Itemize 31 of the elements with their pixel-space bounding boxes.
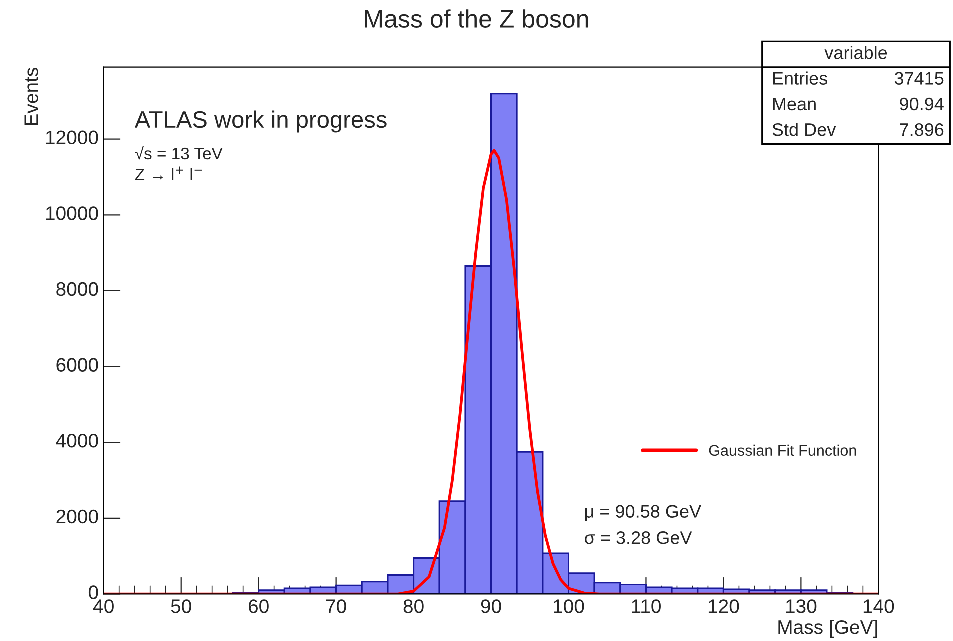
chart-title: Mass of the Z boson xyxy=(365,10,588,28)
x-tick-label: 50 xyxy=(171,600,192,614)
y-tick-label: 2000 xyxy=(56,510,98,524)
annotation: ATLAS work in progress xyxy=(134,110,387,133)
x-tick-label: 40 xyxy=(94,600,114,614)
y-tick-label: 12000 xyxy=(46,130,98,145)
x-axis-title: Mass [GeV] xyxy=(778,620,878,638)
y-axis-title: Events xyxy=(24,68,38,126)
annotation: √s = 13 TeV xyxy=(135,146,223,160)
y-tick-label: 0 xyxy=(88,586,98,600)
text: Mean 90.94 xyxy=(773,98,944,111)
y-tick-label: 4000 xyxy=(56,434,98,448)
y-tick-label: 8000 xyxy=(56,282,98,296)
x-tick-label: 140 xyxy=(864,600,894,614)
x-tick-label: 110 xyxy=(632,600,661,614)
annotation: σ = 3.28 GeV xyxy=(585,532,692,544)
annotation: Z → l$^{+}$ l$^{−}$ xyxy=(135,166,202,180)
annotation: μ = 90.58 GeV xyxy=(585,505,702,522)
x-tick-label: 90 xyxy=(481,600,502,614)
y-tick-label: 10000 xyxy=(46,206,98,220)
x-tick-label: 130 xyxy=(786,600,817,614)
x-tick-label: 60 xyxy=(249,600,269,614)
y-tick-label: 6000 xyxy=(56,358,98,372)
legend-label: Gaussian Fit Function xyxy=(709,444,856,456)
text: variable xyxy=(824,46,888,60)
x-tick-label: 120 xyxy=(708,600,740,614)
x-tick-label: 100 xyxy=(554,600,584,614)
x-tick-label: 70 xyxy=(326,600,346,614)
text: Std Dev 7.896 xyxy=(772,122,944,136)
x-tick-label: 80 xyxy=(404,600,424,614)
text: Entries 37415 xyxy=(773,72,944,85)
